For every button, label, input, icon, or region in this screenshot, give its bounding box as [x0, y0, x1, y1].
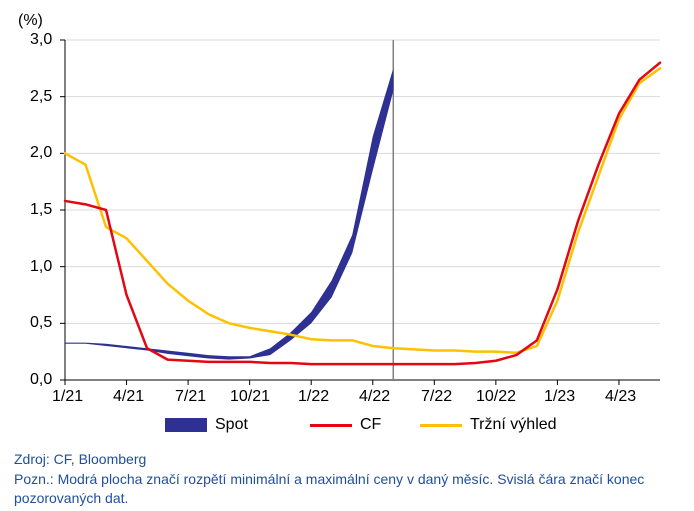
- chart-container: { "chart": { "type": "line+area", "y_axi…: [0, 0, 694, 511]
- legend-swatch-cf: [310, 424, 352, 427]
- chart-svg: [0, 0, 694, 430]
- legend-label-spot: Spot: [215, 416, 248, 434]
- legend-swatch-spot: [165, 418, 207, 432]
- footnote: Pozn.: Modrá plocha značí rozpětí minimá…: [14, 470, 654, 508]
- legend-trzni: Tržní výhled: [420, 416, 557, 434]
- source-note: Zdroj: CF, Bloomberg: [14, 450, 654, 469]
- series-spot-area: [65, 68, 393, 359]
- legend-spot: Spot: [165, 416, 248, 434]
- legend-label-cf: CF: [360, 416, 381, 434]
- legend-cf: CF: [310, 416, 381, 434]
- legend-swatch-trzni: [420, 424, 462, 427]
- series-cf-line: [65, 63, 660, 364]
- legend-label-trzni: Tržní výhled: [470, 416, 557, 434]
